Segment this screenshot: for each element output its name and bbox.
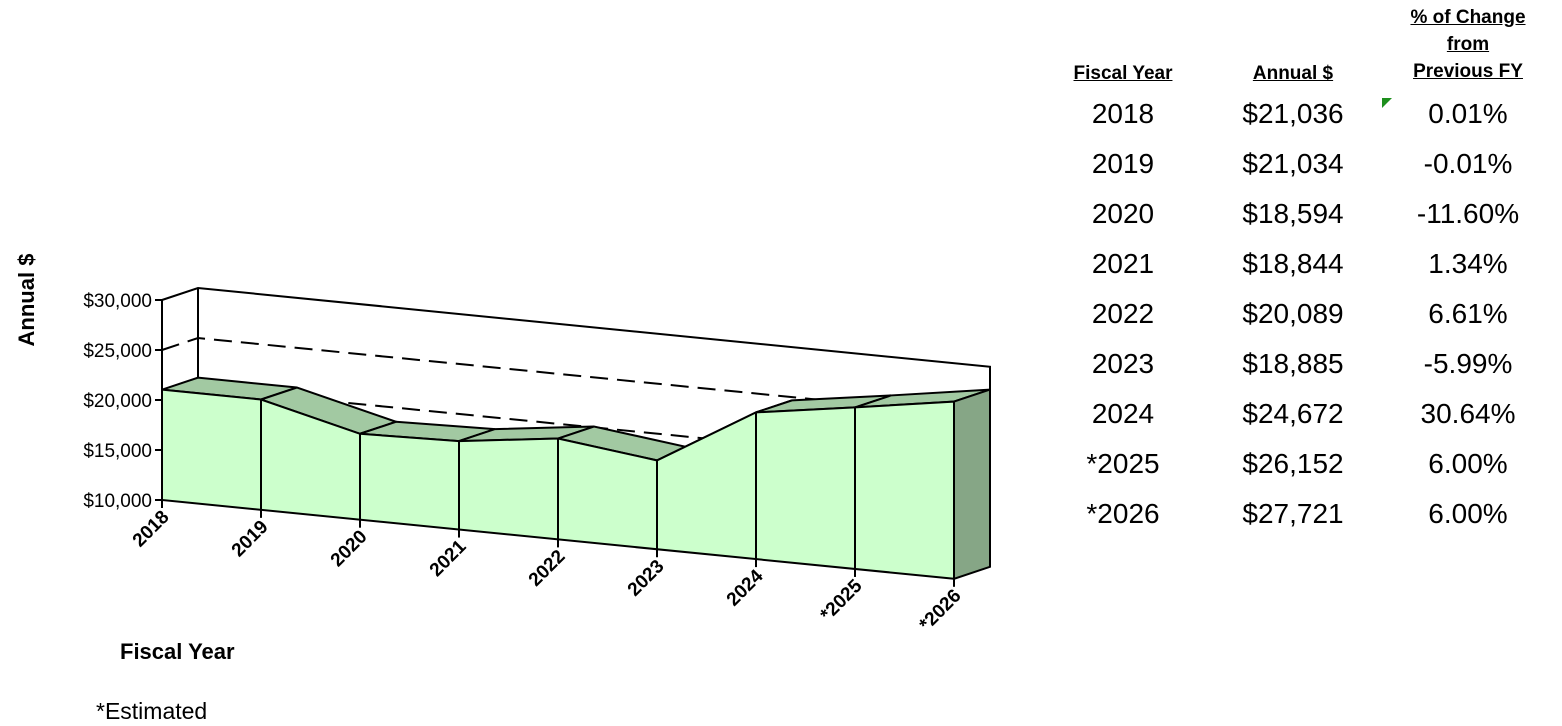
x-tick-label: *2026	[916, 585, 966, 635]
x-tick-label: 2023	[624, 556, 669, 601]
cell-annual: $21,034	[1242, 148, 1344, 179]
cell-pct-change: 6.61%	[1428, 298, 1508, 329]
table-row: 2020 $18,594 -11.60%	[1048, 189, 1548, 239]
cell-annual: $27,721	[1242, 498, 1344, 529]
x-tick-label: 2020	[327, 526, 372, 571]
cell-annual: $18,594	[1242, 198, 1344, 229]
header-pct-line1: % of Change	[1410, 7, 1526, 28]
area-series	[161, 376, 991, 581]
cell-pct-change: 1.34%	[1428, 248, 1508, 279]
cell-fiscal-year: *2025	[1086, 448, 1160, 479]
cell-pct-change: -0.01%	[1423, 148, 1513, 179]
cell-fiscal-year: *2026	[1086, 498, 1160, 529]
y-tick-label: $30,000	[83, 291, 152, 312]
x-tick-label: 2024	[723, 565, 768, 610]
area-side-face	[953, 388, 991, 581]
cell-fiscal-year: 2024	[1091, 398, 1155, 429]
cell-fiscal-year: 2019	[1091, 148, 1155, 179]
x-tick-label: *2025	[817, 575, 867, 625]
x-tick-label: 2018	[129, 507, 174, 552]
x-tick-label: 2021	[426, 536, 471, 581]
cell-pct-change: 30.64%	[1420, 398, 1516, 429]
header-pct-line2: from	[1446, 34, 1490, 55]
cell-pct-change: -11.60%	[1416, 198, 1520, 229]
cell-fiscal-year: 2022	[1091, 298, 1155, 329]
y-tick-label: $25,000	[83, 341, 152, 362]
cell-pct-change: 6.00%	[1428, 498, 1508, 529]
header-pct-change: % of Change from Previous FY	[1388, 4, 1548, 89]
x-axis-title: Fiscal Year	[120, 639, 235, 664]
cell-annual: $24,672	[1242, 398, 1344, 429]
table-header-row: Fiscal Year Annual $ % of Change from Pr…	[1048, 4, 1548, 89]
cell-annual: $18,844	[1242, 248, 1344, 279]
area-chart: $10,000 $15,000 $20,000 $25,000 $30,000 2018…	[14, 254, 991, 664]
gridline-25000	[161, 336, 991, 418]
y-tick-label: $15,000	[83, 441, 152, 462]
y-tick-label: $20,000	[83, 391, 152, 412]
y-tick-label: $10,000	[83, 491, 152, 512]
header-annual: Annual $	[1252, 63, 1334, 84]
cell-fiscal-year: 2021	[1091, 248, 1155, 279]
header-fiscal-year: Fiscal Year	[1073, 63, 1173, 84]
table-row: *2026 $27,721 6.00%	[1048, 489, 1548, 539]
cell-fiscal-year: 2020	[1091, 198, 1155, 229]
cell-annual: $21,036	[1242, 98, 1344, 129]
y-axis-ticks: $10,000 $15,000 $20,000 $25,000 $30,000	[83, 291, 162, 512]
footnote: *Estimated	[96, 698, 208, 724]
table-row: 2018 $21,036 0.01%	[1048, 89, 1548, 139]
cell-annual: $26,152	[1242, 448, 1344, 479]
header-pct-line3: Previous FY	[1413, 61, 1523, 82]
table-row: 2024 $24,672 30.64%	[1048, 389, 1548, 439]
table-row: 2019 $21,034 -0.01%	[1048, 139, 1548, 189]
table-row: 2021 $18,844 1.34%	[1048, 239, 1548, 289]
cell-fiscal-year: 2023	[1091, 348, 1155, 379]
table-row: 2023 $18,885 -5.99%	[1048, 339, 1548, 389]
x-tick-label: 2019	[228, 517, 273, 562]
cell-pct-change: -5.99%	[1423, 348, 1513, 379]
x-tick-label: 2022	[525, 546, 570, 591]
table-row: 2022 $20,089 6.61%	[1048, 289, 1548, 339]
cell-pct-change: 6.00%	[1428, 448, 1508, 479]
cell-annual: $20,089	[1242, 298, 1344, 329]
y-axis-title: Annual $	[14, 254, 39, 347]
cell-fiscal-year: 2018	[1091, 98, 1155, 129]
table-row: *2025 $26,152 6.00%	[1048, 439, 1548, 489]
cell-annual: $18,885	[1242, 348, 1344, 379]
cell-pct-change: 0.01%	[1428, 98, 1508, 129]
data-table: Fiscal Year Annual $ % of Change from Pr…	[1048, 4, 1548, 539]
cell-comment-marker	[1382, 98, 1392, 108]
